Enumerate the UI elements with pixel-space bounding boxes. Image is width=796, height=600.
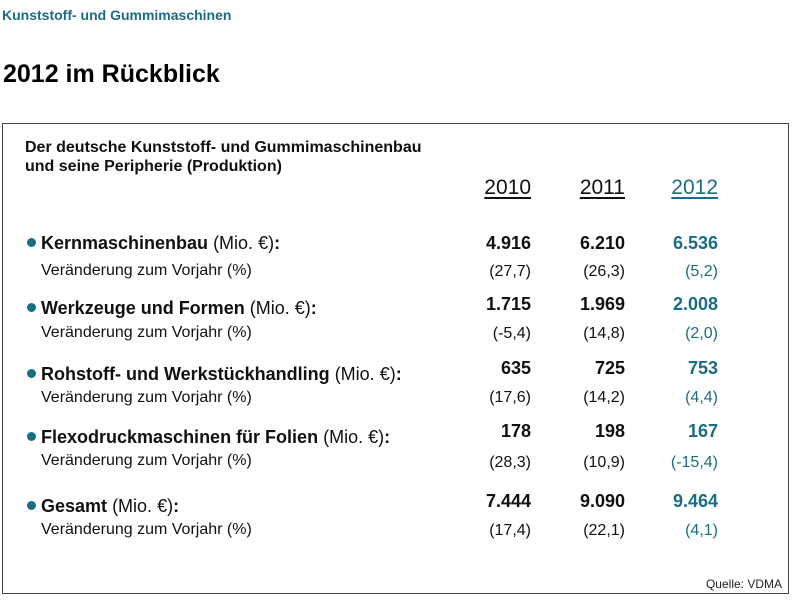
change-2012: (4,4) [685, 389, 718, 406]
value-2012: 167 [687, 421, 718, 441]
row-label-rohstoff: Rohstoff- und Werkstückhandling (Mio. €)… [27, 364, 402, 385]
row-label-flexodruck: Flexodruckmaschinen für Folien (Mio. €): [27, 427, 390, 448]
row-name: Flexodruckmaschinen für Folien [41, 427, 319, 447]
change-2011: (14,8) [583, 325, 625, 342]
change-2010: (-5,4) [492, 325, 531, 342]
value-2010: 635 [500, 358, 531, 378]
year-header-2010: 2010 [484, 176, 531, 199]
change-2010: (17,4) [489, 522, 531, 539]
unit: (Mio. €) [213, 233, 275, 253]
value-2011: 198 [594, 421, 625, 441]
value-2010: 7.444 [485, 491, 531, 511]
row-name: Rohstoff- und Werkstückhandling [41, 364, 330, 384]
row-label-werkzeuge: Werkzeuge und Formen (Mio. €): [27, 298, 317, 319]
colon: : [384, 427, 391, 447]
change-2011: (10,9) [583, 454, 625, 471]
colon: : [274, 233, 281, 253]
table-title-line1: Der deutsche Kunststoff- und Gummimaschi… [25, 139, 422, 156]
table-title: Der deutsche Kunststoff- und Gummimaschi… [25, 138, 421, 176]
value-2010: 178 [500, 421, 531, 441]
change-label: Veränderung zum Vorjahr (%) [41, 324, 252, 341]
change-2012: (5,2) [685, 263, 718, 280]
change-label: Veränderung zum Vorjahr (%) [41, 452, 252, 469]
value-2011: 1.969 [579, 294, 625, 314]
change-label: Veränderung zum Vorjahr (%) [41, 262, 252, 279]
colon: : [310, 298, 317, 318]
year-header-2012: 2012 [671, 176, 718, 199]
change-2010: (28,3) [489, 454, 531, 471]
bullet-icon [27, 431, 36, 441]
bullet-icon [27, 368, 36, 378]
value-2010: 4.916 [485, 233, 531, 253]
value-2011: 725 [594, 358, 625, 378]
unit: (Mio. €) [323, 427, 385, 447]
source-note: Quelle: VDMA [705, 577, 782, 591]
value-2011: 9.090 [579, 491, 625, 511]
unit: (Mio. €) [249, 298, 311, 318]
value-2012: 6.536 [672, 233, 718, 253]
row-label-kernmaschinenbau: Kernmaschinenbau (Mio. €): [27, 233, 280, 254]
table-title-line2: und seine Peripherie (Produktion) [25, 158, 282, 175]
value-2012: 753 [687, 358, 718, 378]
change-2010: (27,7) [489, 263, 531, 280]
change-2012: (-15,4) [670, 454, 718, 471]
row-name: Kernmaschinenbau [41, 233, 209, 253]
row-name: Gesamt [41, 496, 108, 516]
year-header-2011: 2011 [579, 176, 625, 199]
change-2011: (22,1) [583, 522, 625, 539]
change-2012: (4,1) [685, 522, 718, 539]
bullet-icon [27, 302, 36, 312]
unit: (Mio. €) [112, 496, 174, 516]
row-name: Werkzeuge und Formen [41, 298, 245, 318]
change-2011: (26,3) [583, 263, 625, 280]
row-label-gesamt: Gesamt (Mio. €): [27, 496, 179, 517]
change-label: Veränderung zum Vorjahr (%) [41, 521, 252, 538]
page-title: 2012 im Rückblick [3, 60, 220, 88]
change-2012: (2,0) [685, 325, 718, 342]
change-2010: (17,6) [489, 389, 531, 406]
colon: : [173, 496, 180, 516]
change-2011: (14,2) [583, 389, 625, 406]
value-2012: 2.008 [672, 294, 718, 314]
change-label: Veränderung zum Vorjahr (%) [41, 389, 252, 406]
value-2012: 9.464 [672, 491, 718, 511]
colon: : [395, 364, 402, 384]
section-label: Kunststoff- und Gummimaschinen [2, 7, 232, 23]
bullet-icon [27, 237, 36, 247]
value-2011: 6.210 [579, 233, 625, 253]
data-table-frame [2, 123, 789, 594]
bullet-icon [27, 500, 36, 510]
unit: (Mio. €) [334, 364, 396, 384]
value-2010: 1.715 [485, 294, 531, 314]
